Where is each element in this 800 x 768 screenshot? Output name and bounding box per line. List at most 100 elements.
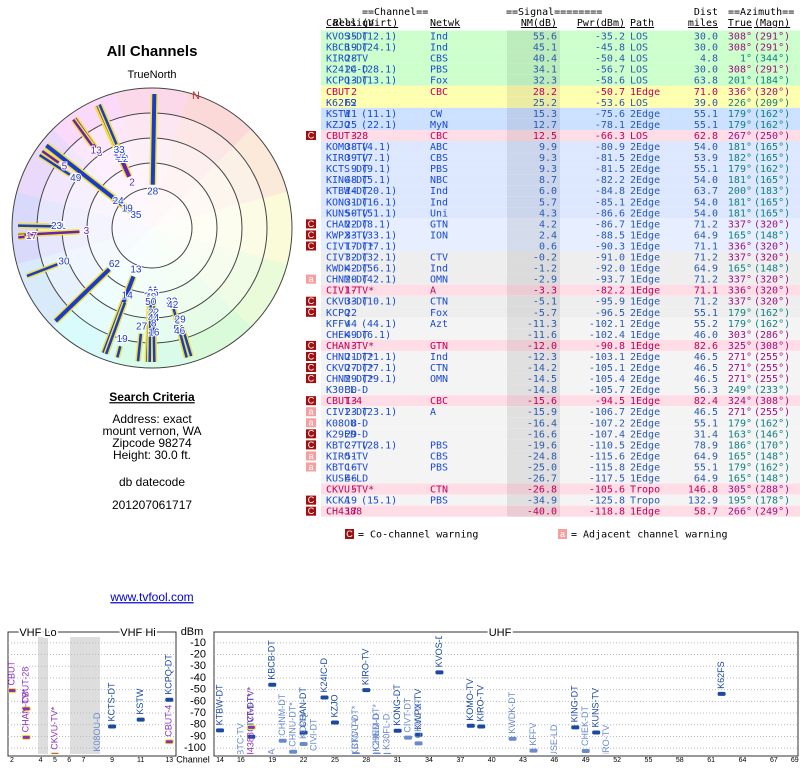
spoke-label: 27 <box>53 221 65 232</box>
signal-bar <box>8 687 17 693</box>
cell-nm: -0.2 <box>533 253 557 264</box>
cell-netwk: PBS <box>430 65 448 76</box>
signal-callsign: CBUT-28 <box>21 667 31 704</box>
cell-magn: (308°) <box>754 396 790 407</box>
cell-magn: (320°) <box>754 219 790 230</box>
site-link[interactable]: www.tvfool.com <box>109 590 193 604</box>
spoke-label: 20 <box>114 147 126 158</box>
cell-true: 324° <box>728 396 752 407</box>
spoke-label: 13 <box>130 264 142 275</box>
signal-bar <box>466 723 475 728</box>
row-bg <box>321 207 800 219</box>
warning-icon <box>306 351 316 361</box>
row-bg <box>321 163 800 175</box>
cell-nm: -3.3 <box>533 286 557 297</box>
row-bg <box>321 129 800 141</box>
cell-miles: 62.8 <box>694 131 718 142</box>
cell-real: 24 <box>345 65 357 76</box>
spoke-label: 42 <box>167 300 179 311</box>
cell-magn: (209°) <box>754 98 790 109</box>
cell-netwk: A <box>430 286 436 297</box>
nm-shade <box>507 284 560 296</box>
nm-shade <box>507 406 560 418</box>
cell-callsign: K29ED-D <box>326 429 368 440</box>
cell-callsign: KIRO-TV <box>326 54 368 65</box>
cell-miles: 64.9 <box>694 451 718 462</box>
nm-shade <box>507 339 560 351</box>
cell-real: 51 <box>345 451 357 462</box>
nm-shade <box>507 328 560 340</box>
warning-text: C <box>308 495 315 505</box>
cell-netwk: CTN <box>430 297 448 308</box>
cell-real: 27 <box>345 440 357 451</box>
search-line: mount vernon, WA <box>103 424 202 438</box>
cell-virt: (23.1) <box>361 407 397 418</box>
cell-path: 1Edge <box>630 341 660 352</box>
cell-miles: 55.1 <box>694 120 718 131</box>
group-header: ==Signal======== <box>506 7 602 18</box>
cell-netwk: Uni <box>430 208 448 219</box>
nm-shade <box>507 63 560 75</box>
signal-callsign: KCTS-DT <box>106 682 116 721</box>
column-header: Path <box>630 18 654 29</box>
warning-text: C <box>308 429 315 439</box>
spoke-label: 22 <box>117 154 129 165</box>
nm-shade <box>507 163 560 175</box>
polar-sector <box>152 228 251 364</box>
column-header: Real <box>333 18 357 29</box>
cell-nm: -16.6 <box>527 429 557 440</box>
cell-real: 3 <box>351 341 357 352</box>
signal-callsign: CHAN-DT <box>298 687 308 728</box>
cell-callsign: KBTC-TV <box>326 462 368 473</box>
cell-path: 1Edge <box>630 474 660 485</box>
cell-pwr: -66.3 <box>595 131 625 142</box>
signal-bar <box>246 724 256 730</box>
cell-pwr: -102.4 <box>589 330 625 341</box>
signal-callsign: K30FL-D <box>382 713 392 750</box>
cell-nm: 32.3 <box>533 76 557 87</box>
signal-bar <box>717 691 726 696</box>
cell-pwr: -94.5 <box>595 396 625 407</box>
x-tick-label: 52 <box>613 757 621 764</box>
cell-netwk: Ind <box>430 32 448 43</box>
signal-callsign: KWDK-DT <box>507 691 517 733</box>
signal-callsign: KUSE-LD <box>549 724 559 764</box>
cell-netwk: PBS <box>430 462 448 473</box>
nm-shade <box>507 373 560 385</box>
signal-bar <box>311 753 317 754</box>
cell-netwk: CTN <box>430 485 448 496</box>
nm-shade <box>507 74 560 86</box>
cell-miles: 30.0 <box>694 32 718 43</box>
search-line: Zipcode 98274 <box>112 436 192 450</box>
cell-pwr: -50.4 <box>595 54 625 65</box>
cell-miles: 71.2 <box>694 219 718 230</box>
cell-true: 181° <box>728 208 752 219</box>
nm-shade <box>507 461 560 473</box>
cell-path: LOS <box>630 32 648 43</box>
signal-callsign: CKVU-DT <box>413 698 423 739</box>
cell-real: 39 <box>345 153 357 164</box>
cell-callsign: CKVU-DT* <box>326 363 374 374</box>
cell-callsign: KSTW <box>326 109 351 120</box>
cell-real: 13 <box>345 76 357 87</box>
spoke-label: 32 <box>116 150 128 161</box>
nm-shade <box>507 52 560 64</box>
column-header: Netwk <box>430 18 460 29</box>
signal-bar <box>414 732 423 737</box>
signal-bar <box>362 688 371 693</box>
signal-spoke <box>26 263 58 278</box>
cell-netwk: ION <box>430 230 448 241</box>
warning-icon <box>306 396 316 406</box>
cell-real: 22 <box>345 219 357 230</box>
signal-callsign: CIVI-TV* <box>246 686 256 722</box>
cell-callsign: KCPQ <box>326 308 350 319</box>
cell-nm: -5.1 <box>533 297 557 308</box>
signal-bar <box>477 724 486 729</box>
polar-ring <box>11 87 293 369</box>
cell-path: 2Edge <box>630 142 660 153</box>
signal-spoke <box>150 93 157 185</box>
row-bg <box>321 483 800 495</box>
cell-magn: (162°) <box>754 418 790 429</box>
cell-magn: (162°) <box>754 120 790 131</box>
